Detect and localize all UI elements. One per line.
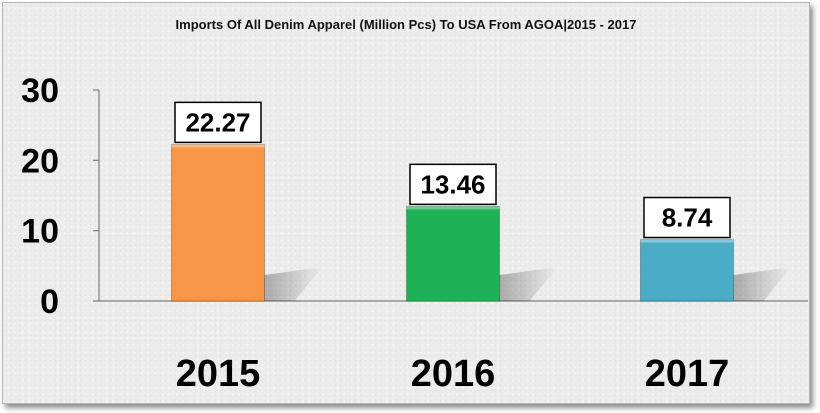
bar	[640, 239, 734, 302]
data-label: 22.27	[185, 107, 250, 137]
bar-highlight	[171, 144, 265, 148]
bar-shadow	[264, 267, 323, 301]
y-tick-label: 0	[40, 283, 59, 321]
x-tick-label: 2016	[411, 353, 496, 395]
y-tick-label: 30	[21, 72, 59, 110]
bar-highlight	[640, 239, 734, 243]
data-label-box	[409, 163, 497, 206]
x-tick-label: 2017	[645, 353, 730, 395]
bar-highlight	[406, 206, 500, 210]
chart-frame: Imports Of All Denim Apparel (Million Pc…	[2, 2, 810, 404]
y-tick-label: 20	[21, 142, 59, 180]
chart-title: Imports Of All Denim Apparel (Million Pc…	[175, 17, 637, 32]
data-label: 13.46	[420, 169, 485, 199]
bar	[406, 205, 500, 302]
data-label: 8.74	[662, 203, 713, 233]
y-tick-label: 10	[21, 213, 59, 251]
bar-chart: 0 10 20 30 22.27 2015 13.46 2016 8.74 2017	[21, 72, 808, 395]
data-label-box	[643, 196, 731, 239]
bar-shadow	[733, 267, 792, 301]
bar-shadow	[499, 267, 558, 301]
data-label-box	[174, 101, 262, 144]
x-tick-label: 2015	[176, 353, 261, 395]
bar	[171, 143, 265, 302]
